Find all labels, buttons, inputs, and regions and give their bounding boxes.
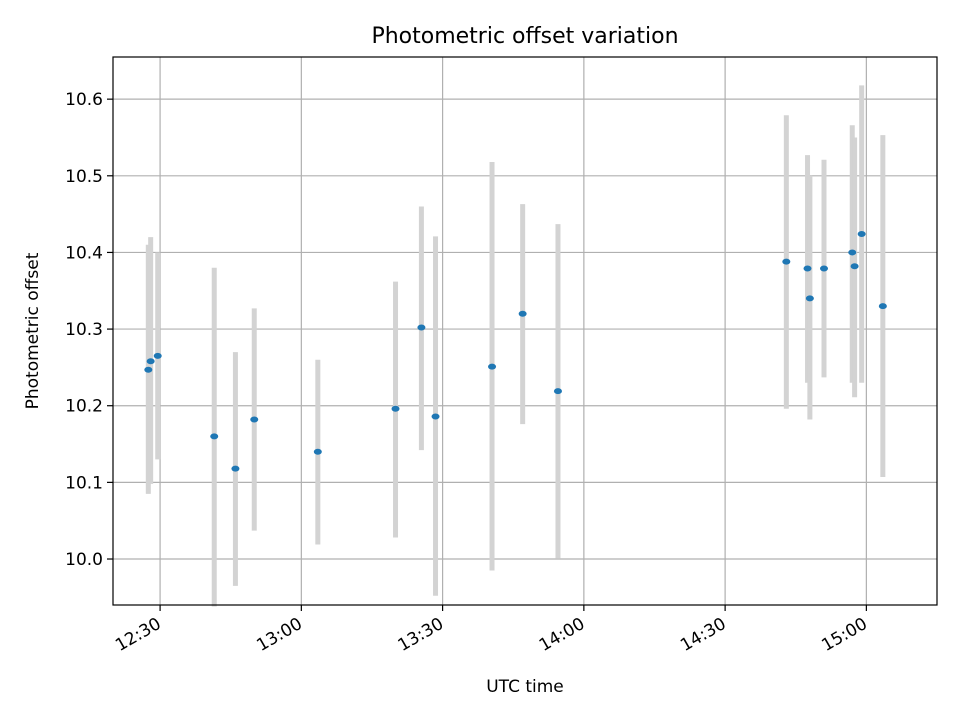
x-axis-ticks: 12:30 13:00 13:30 14:00 14:30 15:00 — [112, 605, 871, 656]
chart-title: Photometric offset variation — [371, 24, 678, 49]
y-axis-label: Photometric offset — [23, 252, 43, 409]
data-point — [144, 366, 153, 373]
data-point — [313, 448, 322, 455]
y-tick-label: 10.1 — [65, 473, 103, 493]
data-point — [848, 249, 857, 256]
error-bars — [145, 85, 886, 607]
x-tick-label: 14:30 — [677, 614, 729, 656]
data-point — [803, 265, 812, 272]
data-point — [805, 295, 814, 302]
y-tick-label: 10.5 — [65, 167, 103, 187]
y-tick-label: 10.6 — [65, 90, 103, 110]
data-point — [231, 465, 240, 472]
data-points — [144, 231, 887, 472]
data-point — [210, 433, 219, 440]
data-point — [153, 352, 162, 359]
data-point — [391, 405, 400, 412]
plot-frame — [112, 56, 938, 606]
data-point — [488, 363, 497, 370]
y-tick-label: 10.4 — [65, 243, 103, 263]
x-tick-label: 15:00 — [818, 614, 870, 656]
x-tick-label: 12:30 — [112, 614, 164, 656]
data-point — [857, 231, 866, 238]
data-point — [518, 310, 527, 317]
y-tick-label: 10.0 — [65, 550, 103, 570]
data-point — [878, 303, 887, 310]
data-point — [417, 324, 426, 331]
data-point — [146, 358, 155, 365]
y-tick-label: 10.3 — [65, 320, 103, 340]
x-axis-label: UTC time — [486, 677, 564, 697]
data-point — [553, 388, 562, 395]
data-point — [819, 265, 828, 272]
x-tick-label: 13:30 — [395, 614, 447, 656]
y-axis-ticks: 10.0 10.1 10.2 10.3 10.4 10.5 10.6 — [65, 90, 113, 570]
data-point — [250, 416, 259, 423]
x-tick-label: 13:00 — [253, 614, 305, 656]
data-point — [431, 413, 440, 420]
data-point — [782, 258, 791, 265]
x-tick-label: 14:00 — [536, 614, 588, 656]
y-tick-label: 10.2 — [65, 397, 103, 417]
data-point — [850, 263, 859, 270]
